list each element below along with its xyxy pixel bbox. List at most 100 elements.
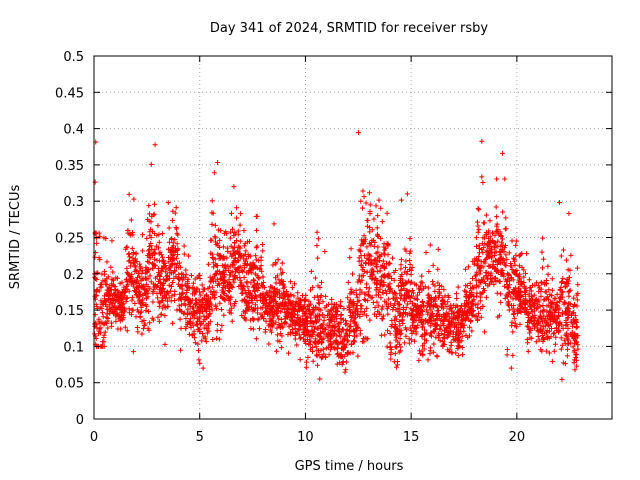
data-point <box>479 246 485 252</box>
data-point <box>431 329 437 335</box>
data-point <box>505 299 511 305</box>
data-point <box>371 243 377 249</box>
data-point <box>278 309 284 315</box>
data-point <box>328 307 334 313</box>
data-point <box>473 302 479 308</box>
data-point <box>570 304 576 310</box>
data-point <box>159 252 165 258</box>
data-point <box>198 298 204 304</box>
data-point <box>124 279 130 285</box>
data-point <box>305 355 311 361</box>
data-point <box>414 292 420 298</box>
data-point <box>209 221 215 227</box>
data-point <box>547 292 553 298</box>
data-point <box>392 332 398 338</box>
data-point <box>431 349 437 355</box>
data-point <box>446 314 452 320</box>
data-point <box>381 273 387 279</box>
data-point <box>481 329 487 335</box>
data-point <box>562 361 568 367</box>
data-point <box>141 318 147 324</box>
data-point <box>370 260 376 266</box>
y-axis-ticks: 0 0.05 0.1 0.15 0.2 0.25 0.3 0.35 0.4 0.45 0.5 <box>55 50 612 428</box>
data-point <box>171 275 177 281</box>
data-point <box>397 323 403 329</box>
data-point <box>538 347 544 353</box>
data-point <box>321 351 327 357</box>
data-point <box>159 268 165 274</box>
data-point <box>413 331 419 337</box>
data-point <box>367 317 373 323</box>
data-point <box>112 299 118 305</box>
data-point <box>222 296 228 302</box>
data-point <box>192 286 198 292</box>
data-point <box>145 276 151 282</box>
data-point <box>377 312 383 318</box>
data-point <box>567 301 573 307</box>
data-point <box>139 248 145 254</box>
data-point <box>557 287 563 293</box>
data-point <box>99 271 105 277</box>
data-point <box>525 340 531 346</box>
data-point <box>315 255 321 261</box>
data-point <box>506 307 512 313</box>
data-point <box>277 338 283 344</box>
data-point <box>237 238 243 244</box>
data-point <box>464 283 470 289</box>
data-point <box>359 237 365 243</box>
data-point <box>348 246 354 252</box>
data-point <box>568 252 574 258</box>
data-point <box>276 316 282 322</box>
data-point <box>208 279 214 285</box>
data-point <box>385 261 391 267</box>
data-point <box>92 321 98 327</box>
data-point <box>504 352 510 358</box>
data-point <box>403 305 409 311</box>
data-point <box>485 276 491 282</box>
data-point <box>282 316 288 322</box>
data-point <box>470 301 476 307</box>
data-point <box>467 306 473 312</box>
data-point <box>331 331 337 337</box>
data-point <box>303 333 309 339</box>
data-point <box>129 246 135 252</box>
data-point <box>409 331 415 337</box>
data-point <box>509 267 515 273</box>
data-point <box>285 305 291 311</box>
data-point <box>463 310 469 316</box>
data-point <box>541 256 547 262</box>
data-point <box>476 207 482 213</box>
data-point <box>209 307 215 313</box>
data-point <box>389 276 395 282</box>
data-point <box>564 353 570 359</box>
data-point <box>195 348 201 354</box>
data-point <box>498 250 504 256</box>
data-point <box>519 280 525 286</box>
data-point <box>166 259 172 265</box>
data-point <box>493 204 499 210</box>
data-point <box>103 235 109 241</box>
data-point <box>215 160 221 166</box>
data-point <box>530 320 536 326</box>
data-point <box>278 266 284 272</box>
data-point <box>367 211 373 217</box>
data-point <box>475 206 481 212</box>
data-point <box>490 259 496 265</box>
data-point <box>371 311 377 317</box>
data-point <box>214 268 220 274</box>
data-point <box>551 330 557 336</box>
data-point <box>345 295 351 301</box>
data-point <box>192 289 198 295</box>
data-point <box>338 354 344 360</box>
data-point <box>158 281 164 287</box>
data-point <box>432 288 438 294</box>
data-point <box>496 258 502 264</box>
data-point <box>540 235 546 241</box>
data-point <box>269 329 275 335</box>
data-point <box>392 289 398 295</box>
data-point <box>100 314 106 320</box>
data-point <box>413 311 419 317</box>
data-point <box>514 268 520 274</box>
x-tick-label: 5 <box>196 430 204 445</box>
data-point <box>305 328 311 334</box>
